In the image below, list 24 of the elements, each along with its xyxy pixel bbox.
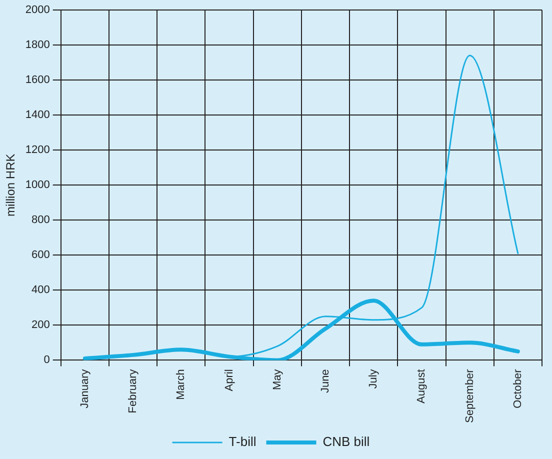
y-tick-label: 1600 — [25, 74, 50, 86]
x-tick-label: June — [320, 369, 332, 394]
x-tick-label: September — [464, 368, 476, 424]
y-tick-label: 0 — [44, 354, 50, 366]
y-tick-label: 200 — [32, 319, 50, 332]
y-tick-label: 800 — [32, 214, 50, 226]
y-tick-label: 600 — [32, 249, 50, 262]
y-tick-label: 1000 — [25, 179, 50, 192]
x-tick-label: February — [127, 368, 140, 414]
y-axis-title: million HRK — [4, 154, 18, 216]
y-tick-label: 1800 — [25, 39, 50, 52]
x-tick-label: October — [512, 368, 524, 408]
x-tick-label: July — [368, 368, 380, 389]
x-tick-label: January — [78, 368, 91, 408]
y-tick-label: 1200 — [25, 144, 50, 156]
y-tick-label: 400 — [32, 284, 50, 296]
x-tick-label: March — [175, 369, 188, 400]
y-tick-label: 1400 — [25, 109, 50, 122]
y-tick-label: 2000 — [25, 4, 50, 16]
x-tick-label: May — [271, 368, 284, 390]
x-tick-label: August — [416, 369, 428, 404]
legend-label: CNB bill — [322, 434, 370, 450]
x-tick-label: April — [223, 369, 236, 392]
legend-label: T-bill — [228, 434, 256, 450]
